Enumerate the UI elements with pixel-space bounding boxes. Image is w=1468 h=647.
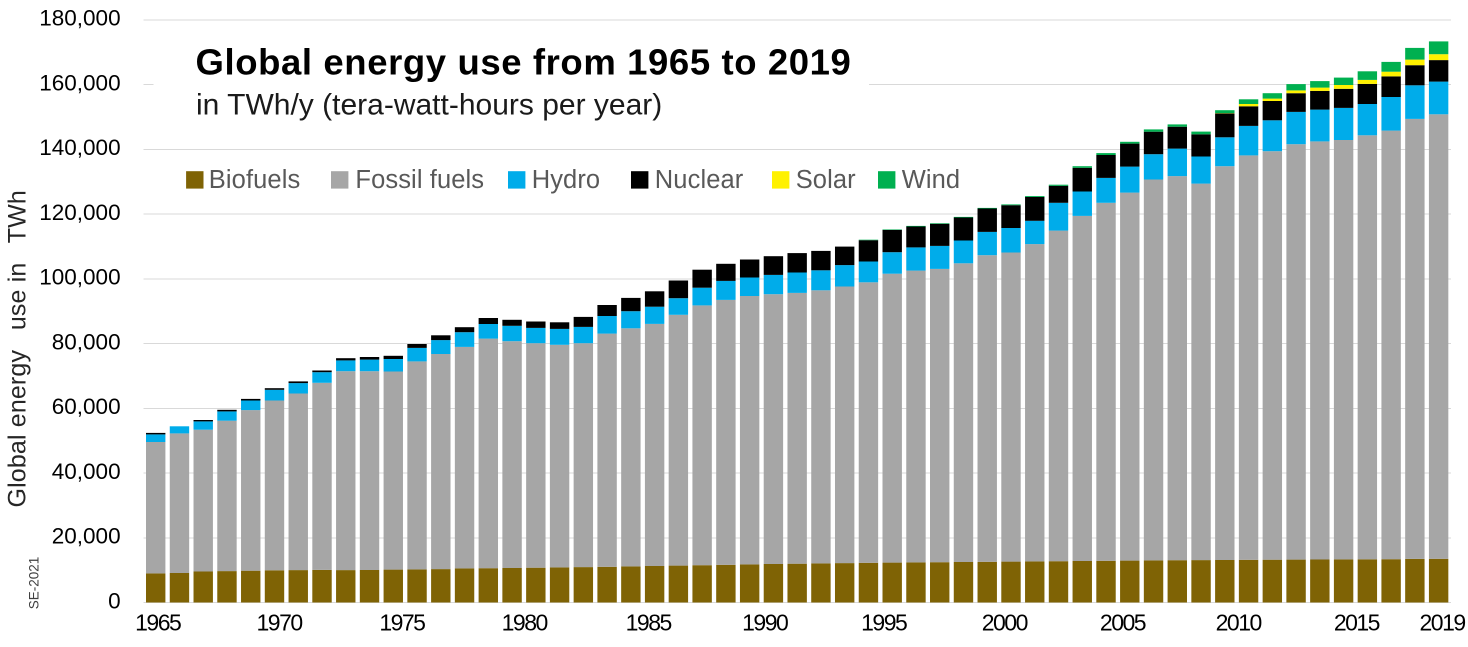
svg-text:120,000: 120,000 bbox=[39, 200, 120, 225]
svg-text:1990: 1990 bbox=[742, 609, 788, 635]
svg-text:0: 0 bbox=[108, 588, 121, 613]
svg-text:20,000: 20,000 bbox=[52, 524, 121, 549]
svg-text:Wind: Wind bbox=[902, 166, 961, 194]
svg-text:Nuclear: Nuclear bbox=[655, 166, 744, 194]
svg-text:140,000: 140,000 bbox=[39, 135, 120, 160]
svg-text:180,000: 180,000 bbox=[39, 6, 120, 31]
svg-text:1975: 1975 bbox=[379, 609, 425, 635]
svg-text:Global energy use from 1965 to: Global energy use from 1965 to 2019 bbox=[196, 42, 852, 83]
svg-text:Global energy use in TWh: Global energy use in TWh bbox=[4, 190, 32, 507]
svg-text:1980: 1980 bbox=[502, 609, 548, 635]
svg-text:80,000: 80,000 bbox=[52, 330, 121, 355]
svg-text:SE-2021: SE-2021 bbox=[27, 557, 42, 610]
svg-text:1985: 1985 bbox=[626, 609, 672, 635]
svg-text:Biofuels: Biofuels bbox=[209, 166, 301, 194]
svg-text:2000: 2000 bbox=[982, 609, 1028, 635]
svg-text:1970: 1970 bbox=[257, 609, 303, 635]
svg-text:2019: 2019 bbox=[1420, 609, 1466, 635]
svg-text:2010: 2010 bbox=[1216, 609, 1262, 635]
svg-text:2005: 2005 bbox=[1100, 609, 1146, 635]
svg-text:in TWh/y (tera-watt-hours per: in TWh/y (tera-watt-hours per year) bbox=[196, 89, 662, 122]
svg-text:160,000: 160,000 bbox=[39, 71, 120, 96]
svg-text:1995: 1995 bbox=[861, 609, 907, 635]
svg-text:1965: 1965 bbox=[135, 609, 181, 635]
svg-text:Fossil fuels: Fossil fuels bbox=[355, 166, 484, 194]
svg-text:Solar: Solar bbox=[796, 166, 856, 194]
svg-text:2015: 2015 bbox=[1334, 609, 1380, 635]
svg-text:Hydro: Hydro bbox=[532, 166, 601, 194]
svg-text:100,000: 100,000 bbox=[39, 265, 120, 290]
svg-text:40,000: 40,000 bbox=[52, 459, 121, 484]
svg-text:60,000: 60,000 bbox=[52, 394, 121, 419]
